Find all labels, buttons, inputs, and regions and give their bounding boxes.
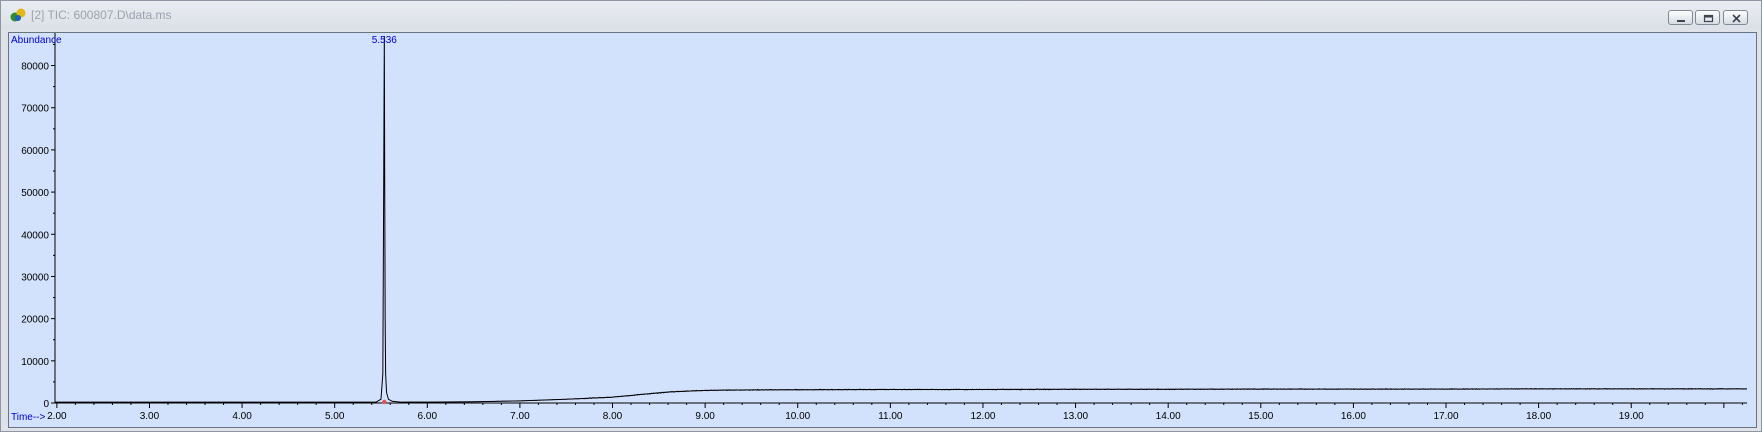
x-tick-label: 3.00 — [140, 411, 160, 422]
tic-chromatogram-chart[interactable]: 0 10000 20000 30000 40000 50000 60000 70000 8000… — [9, 33, 1756, 427]
peak-label: 5.536 — [372, 35, 397, 46]
x-tick-label: 13.00 — [1063, 411, 1088, 422]
minimize-icon — [1677, 20, 1685, 22]
title-bar[interactable]: [2] TIC: 600807.D\data.ms — [1, 1, 1761, 29]
x-tick-label: 18.00 — [1526, 411, 1551, 422]
y-tick-label: 40000 — [21, 230, 49, 241]
restore-icon — [1703, 14, 1714, 23]
x-tick-label: 11.00 — [878, 411, 903, 422]
peak-integration-marker — [382, 399, 387, 405]
x-tick-label: 12.00 — [970, 411, 995, 422]
y-tick-label: 20000 — [21, 315, 49, 326]
y-tick-label: 70000 — [21, 104, 49, 115]
x-tick-label: 8.00 — [603, 411, 623, 422]
y-tick-label: 60000 — [21, 146, 49, 157]
x-tick-label: 9.00 — [695, 411, 715, 422]
x-axis-label: Time--> — [11, 412, 46, 423]
x-tick-label: 2.00 — [47, 411, 67, 422]
x-tick-label: 15.00 — [1248, 411, 1273, 422]
chromatogram-app-icon[interactable] — [9, 6, 27, 24]
x-tick-label: 17.00 — [1433, 411, 1458, 422]
x-tick-label: 10.00 — [785, 411, 810, 422]
y-tick-label: 50000 — [21, 188, 49, 199]
x-tick-label: 4.00 — [232, 411, 252, 422]
chromatogram-plot-area[interactable]: 0 10000 20000 30000 40000 50000 60000 70000 8000… — [8, 32, 1757, 428]
y-axis-label: Abundance — [11, 35, 62, 46]
x-tick-label: 16.00 — [1341, 411, 1366, 422]
x-tick-label: 5.00 — [325, 411, 345, 422]
window-title: [2] TIC: 600807.D\data.ms — [31, 8, 172, 22]
y-tick-label: 10000 — [21, 357, 49, 368]
y-tick-label: 80000 — [21, 62, 49, 73]
tic-trace-line — [55, 35, 1747, 403]
x-tick-label: 6.00 — [418, 411, 438, 422]
x-tick-label: 19.00 — [1619, 411, 1644, 422]
y-tick-label: 30000 — [21, 272, 49, 283]
close-icon — [1732, 14, 1741, 23]
x-tick-label: 7.00 — [510, 411, 530, 422]
x-tick-label: 14.00 — [1156, 411, 1181, 422]
baseline-noise-line — [404, 387, 1747, 403]
restore-button[interactable] — [1695, 10, 1720, 25]
close-button[interactable] — [1723, 10, 1748, 25]
y-tick-label: 0 — [43, 399, 49, 410]
minimize-button[interactable] — [1668, 10, 1693, 25]
